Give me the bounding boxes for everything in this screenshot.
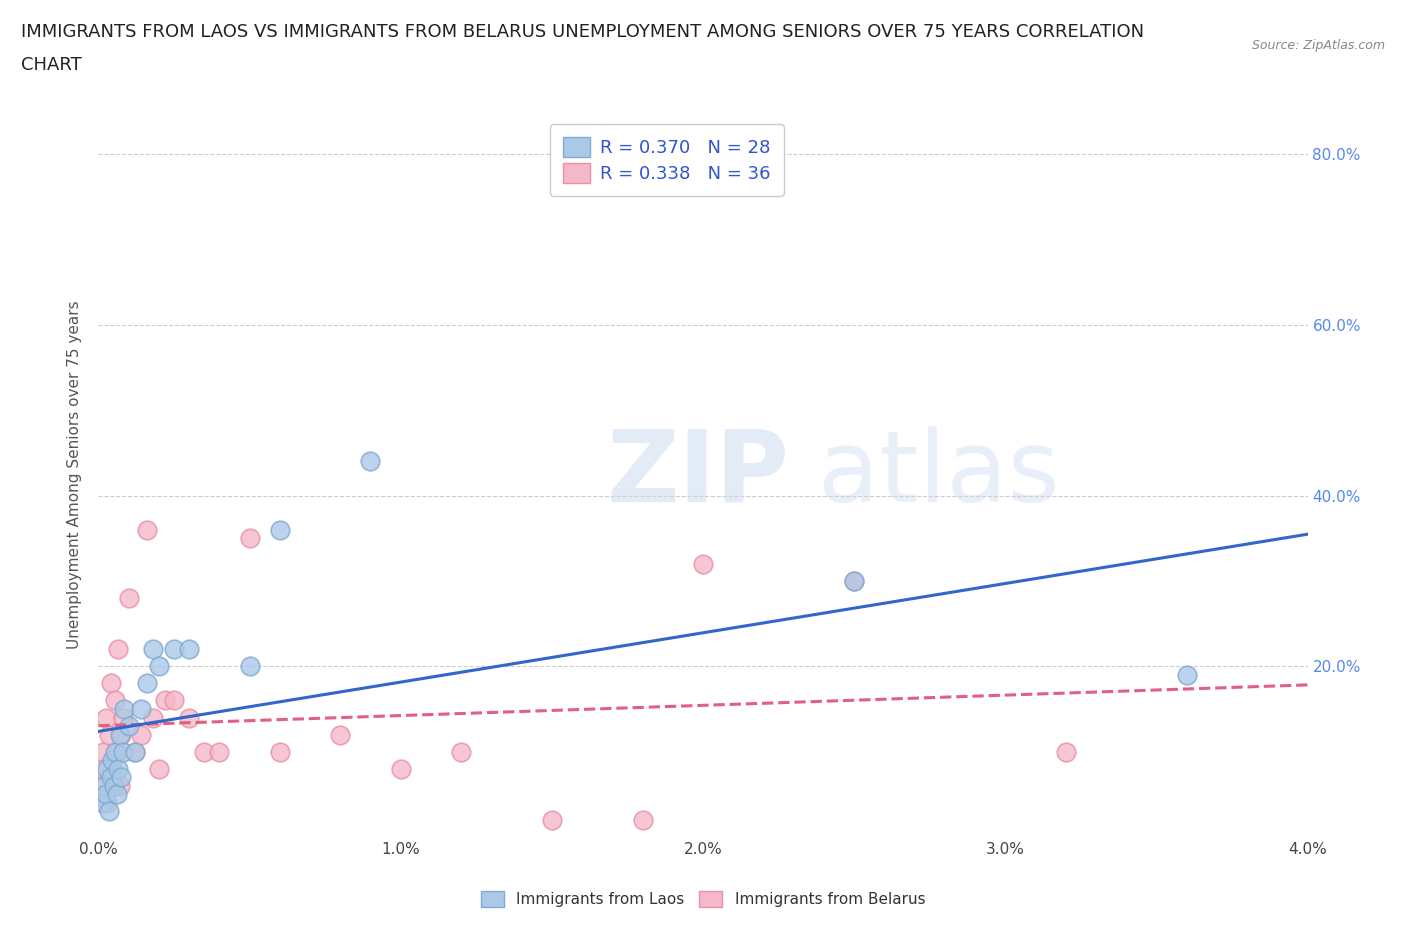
Point (90, 778, 112, 793)
Point (94, 787, 117, 802)
Point (269, 523, 291, 538)
Point (179, 711, 201, 725)
Point (1054, 744, 1077, 759)
Point (94, 711, 117, 725)
Point (104, 744, 127, 759)
Point (129, 727, 152, 742)
Point (269, 744, 291, 759)
Point (100, 676, 122, 691)
Point (692, 556, 714, 571)
Point (110, 770, 132, 785)
Text: Source: ZipAtlas.com: Source: ZipAtlas.com (1251, 39, 1385, 52)
Legend: R = 0.370   N = 28, R = 0.338   N = 36: R = 0.370 N = 28, R = 0.338 N = 36 (550, 125, 783, 195)
Point (844, 574, 866, 589)
Point (389, 762, 412, 777)
Point (208, 744, 231, 759)
Point (104, 693, 127, 708)
Text: ZIP: ZIP (606, 426, 789, 523)
Point (239, 658, 262, 673)
Point (105, 744, 128, 759)
Point (108, 778, 131, 793)
Text: CHART: CHART (21, 56, 82, 73)
Y-axis label: Unemployment Among Seniors over 75 years: Unemployment Among Seniors over 75 years (67, 300, 83, 648)
Point (135, 523, 157, 538)
Point (96, 795, 118, 810)
Point (91, 744, 114, 759)
Point (135, 676, 157, 691)
Point (360, 454, 382, 469)
Point (108, 727, 131, 742)
Point (103, 778, 125, 793)
Point (107, 762, 129, 777)
Point (329, 727, 352, 742)
Text: IMMIGRANTS FROM LAOS VS IMMIGRANTS FROM BELARUS UNEMPLOYMENT AMONG SENIORS OVER : IMMIGRANTS FROM LAOS VS IMMIGRANTS FROM … (21, 23, 1144, 41)
Point (118, 591, 141, 605)
Point (101, 752, 124, 767)
Point (124, 744, 146, 759)
Point (98, 727, 121, 742)
Point (193, 744, 215, 759)
Point (239, 531, 262, 546)
Point (148, 658, 170, 673)
Text: atlas: atlas (818, 426, 1060, 523)
Point (153, 693, 176, 708)
Point (142, 642, 165, 657)
Point (129, 701, 152, 716)
Point (540, 813, 562, 828)
Point (163, 693, 186, 708)
Point (101, 762, 124, 777)
Point (93, 762, 115, 777)
Point (103, 778, 125, 793)
Point (142, 711, 165, 725)
Point (100, 770, 122, 785)
Point (110, 727, 132, 742)
Point (163, 642, 186, 657)
Point (179, 642, 201, 657)
Point (148, 762, 170, 777)
Point (93, 778, 115, 793)
Point (105, 787, 128, 802)
Point (91, 795, 114, 810)
Point (98, 804, 121, 818)
Point (124, 744, 146, 759)
Point (111, 744, 134, 759)
Point (631, 813, 654, 828)
Point (111, 711, 134, 725)
Point (107, 642, 129, 657)
Point (118, 719, 141, 734)
Point (844, 574, 866, 589)
Point (112, 701, 135, 716)
Point (96, 762, 118, 777)
Legend: Immigrants from Laos, Immigrants from Belarus: Immigrants from Laos, Immigrants from Be… (474, 884, 932, 915)
Point (450, 744, 472, 759)
Point (1175, 668, 1198, 683)
